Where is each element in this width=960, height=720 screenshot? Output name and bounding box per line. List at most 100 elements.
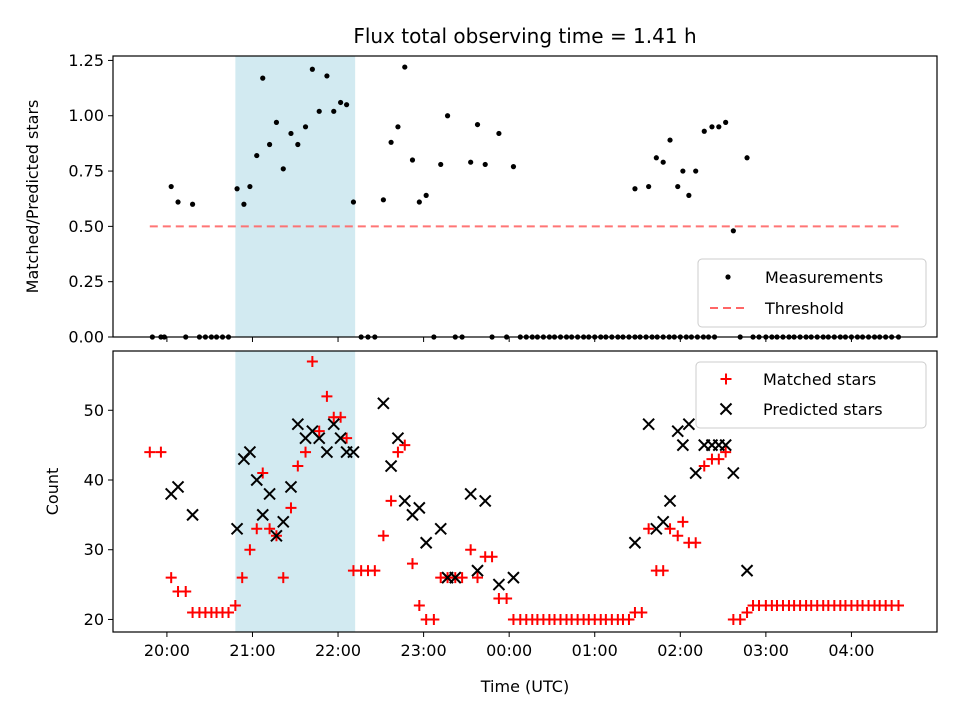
x-tick-label: 22:00 [315,641,361,660]
x-axis-label: Time (UTC) [480,677,569,696]
measurement-point [653,155,659,161]
matched-star-point [672,530,684,542]
measurement-point [395,124,401,130]
predicted-star-point [663,494,677,508]
matched-star-point [165,572,177,584]
measurement-point [716,124,722,130]
measurement-point [423,192,429,198]
measurement-point [295,141,301,148]
predicted-star-point [413,501,426,515]
y-tick-label: 1.25 [68,51,104,70]
predicted-star-point [250,473,263,487]
matched-star-point [285,502,297,514]
matched-star-point [428,613,440,625]
bottom-legend: Matched stars Predicted stars [695,361,927,429]
measurement-point [316,108,322,114]
predicted-stars-points [164,397,754,591]
predicted-star-point [740,564,754,577]
x-tick-label: 02:00 [657,641,703,660]
y-tick-label: 0.50 [68,217,104,236]
measurement-point [744,155,750,161]
measurement-point [168,183,174,190]
measurement-point [667,137,673,143]
y-tick-label: 1.00 [68,106,104,125]
predicted-star-point [347,445,360,459]
top-legend: Measurements Threshold [697,258,927,328]
matched-star-point [664,523,676,535]
measurement-point [709,124,715,130]
measurement-point [350,199,357,205]
predicted-star-point [449,571,462,584]
measurement-point [675,183,681,190]
predicted-star-point [291,418,305,431]
matched-star-point [377,530,389,542]
y-tick-label: 0.25 [68,272,104,291]
bottom-x-ticks: 20:00 21:00 22:00 23:00 00:00 01:00 02:00 03:00… [144,632,874,660]
predicted-star-point [671,424,684,438]
measurement-point [175,199,181,205]
matched-star-point [229,600,241,612]
measurement-point [693,168,699,174]
measurement-point [660,159,666,165]
predicted-star-point [398,494,411,508]
measurement-point [474,121,481,128]
chart-title: Flux total observing time = 1.41 h [353,24,696,48]
measurement-point [409,157,416,163]
matched-star-point [341,432,353,444]
predicted-star-point [492,578,506,591]
matched-star-point [623,613,635,625]
measurement-point [388,139,394,145]
matched-star-point [486,551,498,563]
predicted-star-point [689,466,702,480]
measurement-point [444,113,451,119]
matched-star-point [501,593,513,605]
matched-star-point [698,460,710,472]
predicted-star-point [186,508,199,522]
matched-star-point [720,446,732,458]
matched-star-point [406,558,418,570]
predicted-star-point [270,529,283,542]
matched-star-point [636,606,648,618]
matched-star-point [643,523,655,535]
legend-predicted-label: Predicted stars [763,400,883,419]
matched-star-point [472,572,484,584]
measurement-point [701,128,707,134]
matched-star-point [236,572,248,584]
matched-star-point [392,446,404,458]
measurement-point [241,201,247,207]
legend-matched-label: Matched stars [763,370,876,389]
predicted-star-point [230,522,244,536]
matched-star-point [180,586,192,598]
predicted-star-point [682,418,696,431]
measurement-point [247,183,253,190]
predicted-star-point [656,515,670,529]
x-tick-label: 20:00 [144,641,190,660]
measurement-point [510,164,517,170]
legend-predicted-marker [719,402,733,416]
top-y-ticks: 0.00 0.25 0.50 0.75 1.00 1.25 [68,51,113,347]
predicted-star-point [479,494,492,508]
matched-star-point [369,565,381,577]
predicted-star-point [642,418,655,431]
x-tick-label: 01:00 [572,641,618,660]
top-y-axis-label: Matched/Predicted stars [23,100,42,294]
matched-star-point [292,460,304,472]
matched-star-point [277,572,289,584]
predicted-star-point [327,418,340,431]
measurement-point [324,73,330,79]
matched-star-point [264,523,276,535]
predicted-star-point [464,487,477,501]
x-tick-label: 00:00 [486,641,532,660]
predicted-star-point [243,445,257,459]
matched-star-point [223,606,235,618]
measurement-point [266,141,273,148]
measurement-point [302,124,309,130]
measurement-point [438,161,444,168]
measurement-point [280,166,286,172]
bottom-axes-frame [112,350,938,633]
measurement-point [402,64,408,70]
measurement-point [730,228,736,234]
measurement-point [234,186,240,192]
matched-star-point [677,516,689,528]
